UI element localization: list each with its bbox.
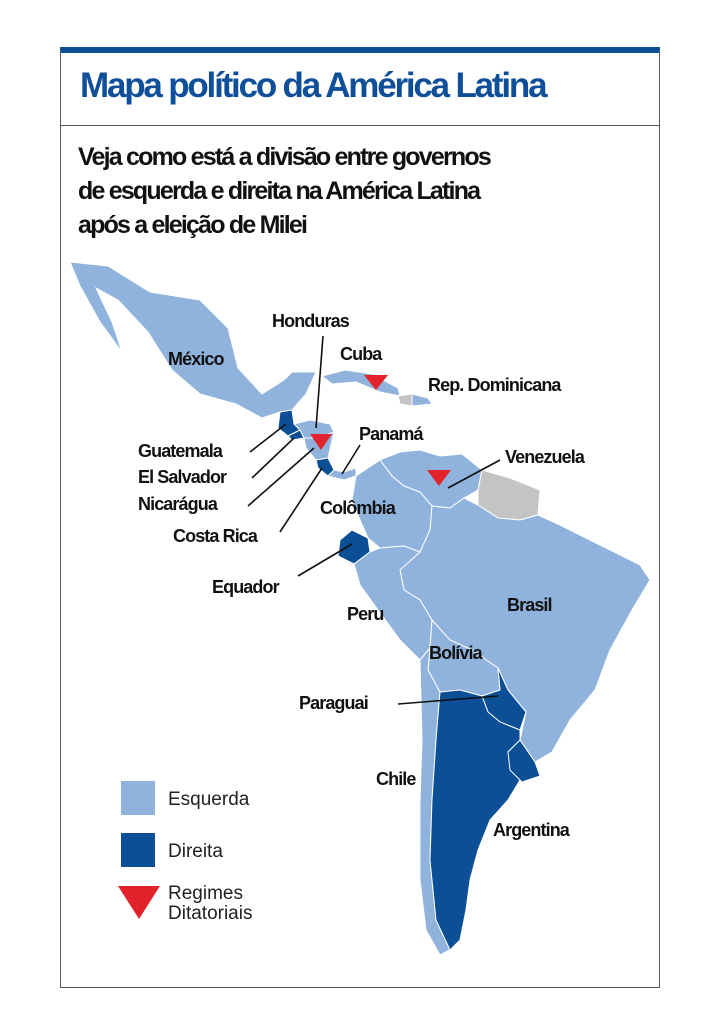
page-title: Mapa político da América Latina — [80, 66, 548, 105]
leader-guatemala — [249, 423, 287, 453]
leader-nicaragua — [247, 447, 315, 507]
label-paraguai: Paraguai — [299, 693, 369, 713]
leader-venezuela — [447, 459, 501, 489]
label-venezuela: Venezuela — [505, 447, 585, 467]
title-divider — [60, 125, 660, 126]
label-nicaragua: Nicarágua — [138, 494, 218, 514]
leader-honduras — [315, 335, 324, 429]
label-costa-rica: Costa Rica — [173, 526, 258, 546]
infographic-frame — [60, 47, 660, 988]
legend-label-regimes: Regimes Ditatoriais — [168, 884, 252, 924]
legend-regime-triangle-icon — [118, 886, 160, 919]
label-mexico: México — [168, 349, 225, 369]
label-guatemala: Guatemala — [138, 441, 223, 461]
label-peru: Peru — [347, 604, 384, 624]
country-argentina — [429, 689, 521, 951]
country-haiti — [397, 393, 413, 407]
label-cuba: Cuba — [340, 344, 382, 364]
label-argentina: Argentina — [493, 820, 570, 840]
label-chile: Chile — [376, 769, 416, 789]
subtitle: Veja como está a divisão entre governos … — [78, 140, 598, 242]
leader-el-salvador — [251, 437, 295, 479]
leader-costa-rica — [279, 467, 323, 533]
label-colombia: Colômbia — [320, 498, 396, 518]
regime-triangle-nicaragua — [310, 434, 332, 450]
label-equador: Equador — [212, 577, 280, 597]
label-panama: Panamá — [359, 424, 424, 444]
leader-paraguai — [397, 695, 499, 705]
label-honduras: Honduras — [272, 311, 350, 331]
country-uruguay — [507, 739, 541, 783]
leader-equador — [297, 543, 353, 577]
country-mexico — [69, 261, 317, 419]
subtitle-line: de esquerda e direita na América Latina — [78, 177, 481, 205]
label-el-salvador: El Salvador — [138, 467, 227, 487]
legend-label-regimes-line1: Regimes — [168, 883, 243, 904]
legend-swatch-direita — [121, 833, 155, 867]
regime-triangle-cuba — [364, 375, 388, 390]
label-bolivia: Bolívia — [429, 643, 483, 663]
subtitle-line: após a eleição de Milei — [78, 211, 308, 239]
legend-label-regimes-line2: Ditatoriais — [168, 903, 253, 924]
label-rep-dominicana: Rep. Dominicana — [428, 375, 561, 395]
label-brasil: Brasil — [507, 595, 553, 615]
country-peru — [353, 545, 433, 661]
legend-swatch-esquerda — [121, 781, 155, 815]
legend-label-direita: Direita — [168, 841, 223, 862]
legend-label-esquerda: Esquerda — [168, 789, 250, 810]
country-cuba — [320, 369, 401, 397]
country-rep-dominicana — [411, 393, 433, 407]
regime-triangle-venezuela — [427, 470, 451, 486]
subtitle-line: Veja como está a divisão entre governos — [78, 143, 492, 171]
leader-panama — [341, 444, 361, 475]
